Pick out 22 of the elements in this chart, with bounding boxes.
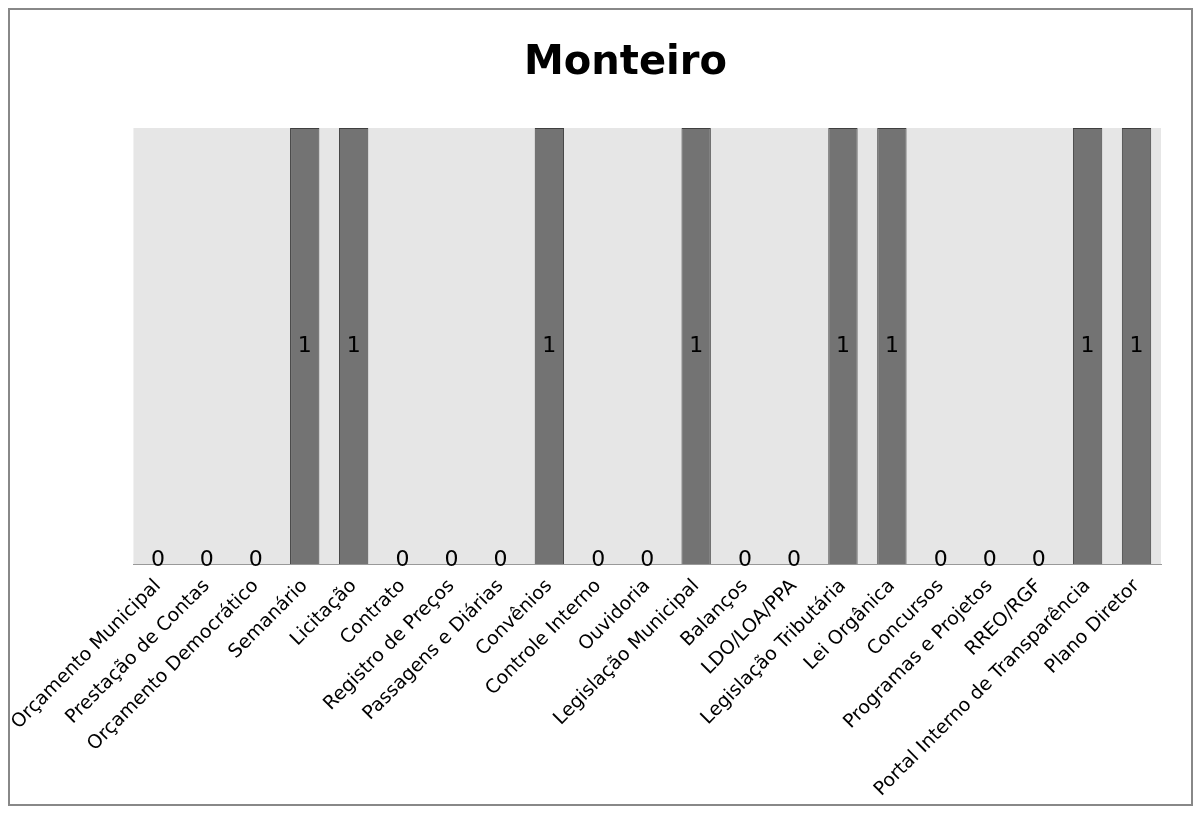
data-label: 0 xyxy=(738,545,753,571)
data-label: 0 xyxy=(199,545,214,571)
chart-title: Monteiro xyxy=(524,37,727,84)
data-label: 1 xyxy=(1080,331,1095,357)
data-label: 0 xyxy=(591,545,606,571)
data-label: 0 xyxy=(640,545,655,571)
data-label: 0 xyxy=(933,545,948,571)
data-label: 0 xyxy=(150,545,165,571)
data-label: 1 xyxy=(1129,331,1144,357)
data-label: 0 xyxy=(444,545,459,571)
data-label: 1 xyxy=(835,331,850,357)
data-label: 0 xyxy=(787,545,802,571)
data-label: 1 xyxy=(297,331,312,357)
data-label: 0 xyxy=(982,545,997,571)
data-label: 1 xyxy=(689,331,704,357)
data-label: 1 xyxy=(346,331,361,357)
data-label: 0 xyxy=(248,545,263,571)
data-label: 0 xyxy=(395,545,410,571)
data-label: 1 xyxy=(884,331,899,357)
data-label: 1 xyxy=(542,331,557,357)
data-label: 0 xyxy=(493,545,508,571)
data-label: 0 xyxy=(1031,545,1046,571)
